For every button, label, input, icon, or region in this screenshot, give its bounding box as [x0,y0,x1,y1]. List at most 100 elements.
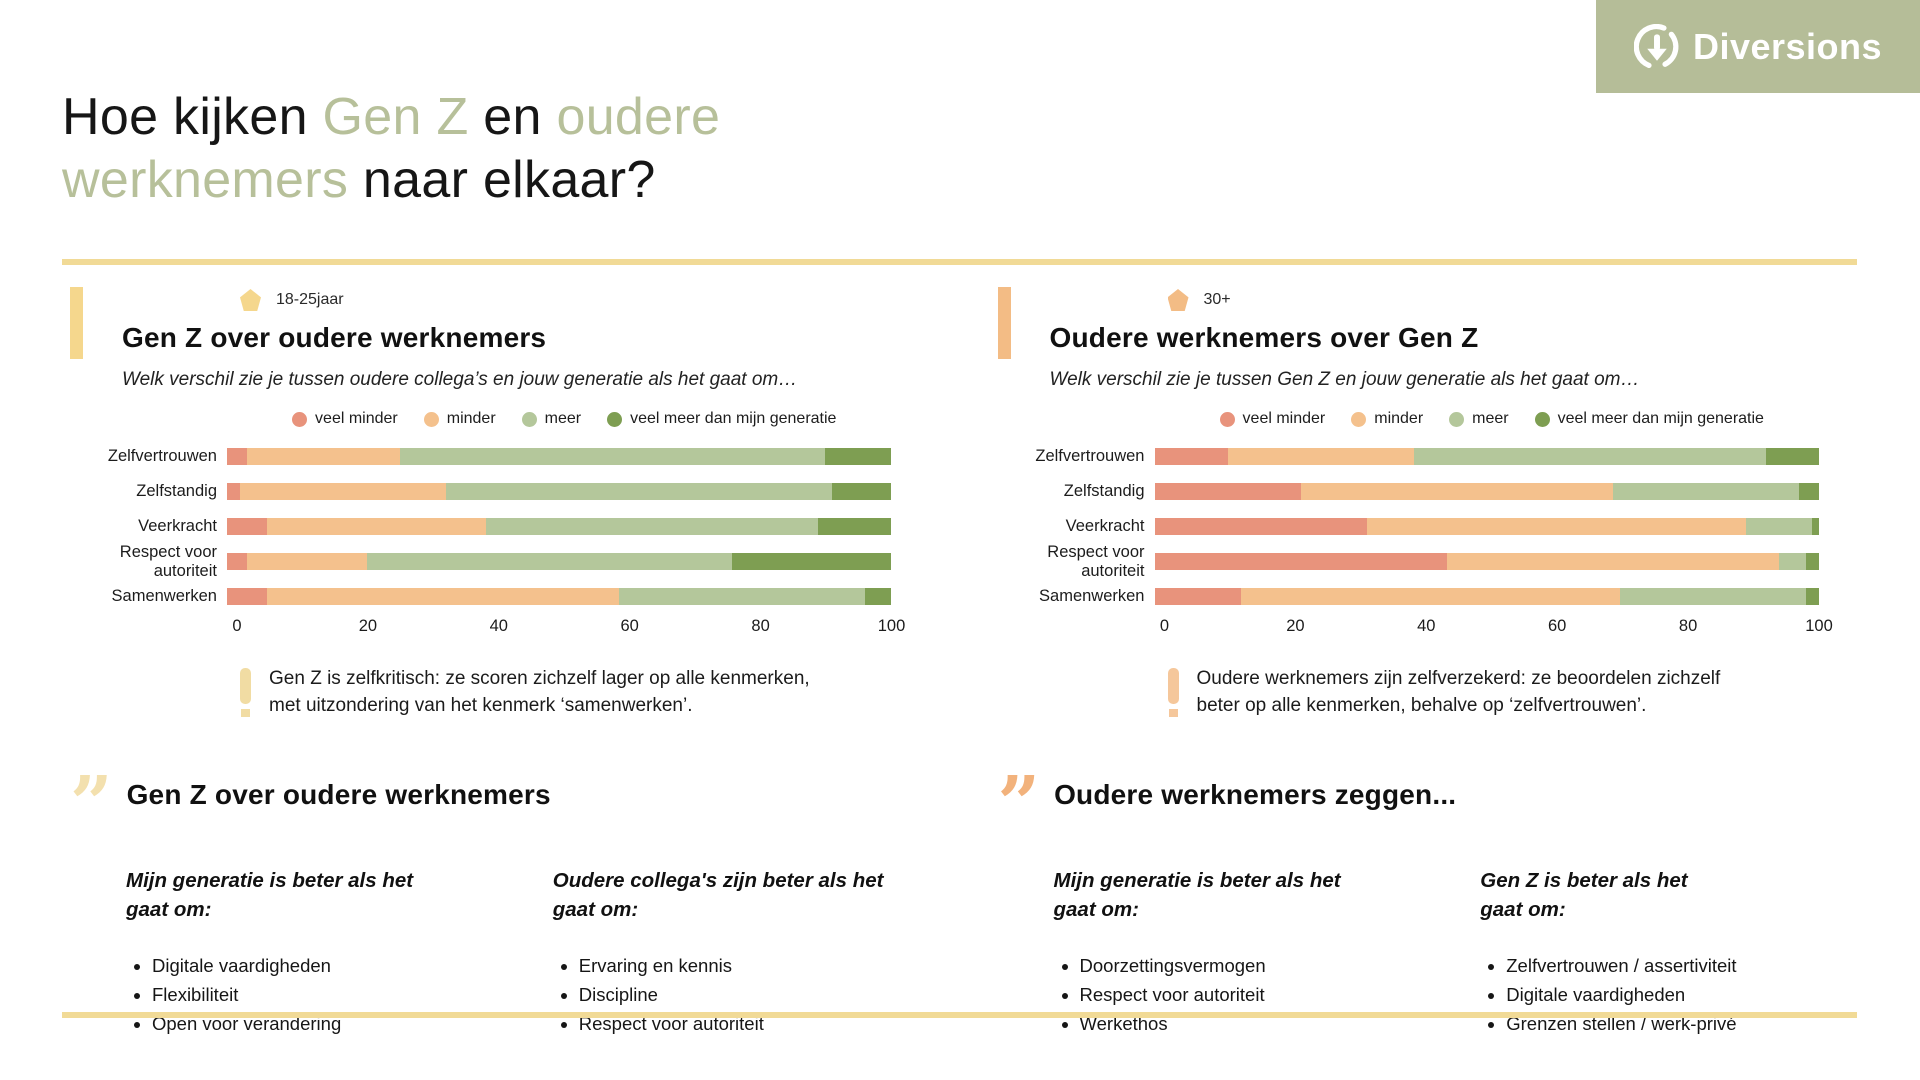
list-item: Grenzen stellen / werk-privé [1506,1013,1857,1035]
legend-dot-icon [292,411,308,427]
bullet-list: Doorzettingsvermogen Respect voor autorit… [1054,955,1431,1035]
bar-segment-veel-minder [227,448,247,465]
bar-track [1154,588,1820,605]
legend-dot-icon [1219,411,1235,427]
axis-tick-label: 80 [1678,617,1698,635]
legend-item: minder [423,410,496,428]
bar-segment-meer [366,553,732,570]
list-item: Open voor verandering [152,1013,503,1035]
bar-segment-minder [1300,483,1613,500]
quote-header: ” Oudere werknemers zeggen... [998,767,1858,842]
bar-segment-meer [1613,483,1800,500]
legend-label: meer [1472,410,1509,427]
exclamation-icon [1167,666,1179,717]
quote-columns: Mijn generatie is beter als het gaat om:… [1054,866,1858,1042]
legend-label: meer [544,410,582,427]
list-item: Werkethos [1080,1013,1431,1035]
bullet-list: Zelfvertrouwen / assertiviteit Digitale v… [1480,955,1857,1035]
chart-title: Oudere werknemers over Gen Z [1049,322,1479,353]
bar-segment-meer [446,483,832,500]
chart-row: Respect voor autoriteit [990,542,1858,580]
list-item: Zelfvertrouwen / assertiviteit [1506,955,1857,977]
column-heading: Gen Z is beter als het gaat om: [1480,868,1688,922]
bar-segment-veel-minder [227,553,247,570]
axis-tick-label: 0 [232,617,242,635]
bar-segment-veel-meer-dan-mijn-generatie [1799,483,1819,500]
legend-dot-icon [607,411,623,427]
category-label: Respect voor autoriteit [1047,542,1145,580]
bottom-divider [62,1012,1857,1018]
bar-track [1154,448,1820,465]
insight-note-text: Gen Z is zelfkritisch: ze scoren zichzel… [269,668,810,716]
chart-row: Veerkracht [62,509,930,544]
legend-label: veel meer dan mijn generatie [630,410,837,427]
list-item: Digitale vaardigheden [1506,984,1857,1006]
bar-segment-minder [246,553,367,570]
accent-bar [997,287,1011,359]
legend-label: minder [446,410,496,427]
bar-track [1154,553,1820,570]
bar-segment-veel-meer-dan-mijn-generatie [818,518,892,535]
category-label: Zelfvertrouwen [1035,447,1145,465]
bar-segment-veel-minder [1154,448,1228,465]
legend-dot-icon [1351,411,1367,427]
bar-segment-minder [1446,553,1780,570]
category-label: Zelfstandig [1063,482,1145,500]
chart-row: Samenwerken [62,579,930,614]
bar-segment-veel-meer-dan-mijn-generatie [1805,553,1819,570]
bar-segment-meer [1745,518,1813,535]
chart-rows: Zelfvertrouwen Zelfstandig Veerkracht Respe… [990,439,1858,614]
legend-dot-icon [1449,411,1465,427]
bar-segment-veel-minder [227,588,267,605]
axis-tick-label: 20 [1286,617,1305,635]
axis-tick-label: 20 [358,617,378,635]
chart-row: Samenwerken [990,579,1858,614]
exclamation-dot [1168,709,1178,717]
insight-note: Oudere werknemers zijn zelfverzekerd: ze… [1167,666,1858,719]
bar-track [227,518,892,535]
panel-header: 18-25jaar Gen Z over oudere werknemers W… [122,287,930,391]
bar-track [227,588,892,605]
chart-title: Gen Z over oudere werknemers [122,322,547,353]
category-label: Veerkracht [138,517,217,535]
legend-item: veel minder [1219,410,1326,428]
insight-note: Gen Z is zelfkritisch: ze scoren zichzel… [240,666,930,719]
bar-segment-veel-minder [1154,588,1241,605]
axis-tick-label: 100 [1805,617,1833,635]
bar-segment-veel-meer-dan-mijn-generatie [864,588,892,605]
title-part-highlight: oudere [556,88,721,146]
axis-tick-label: 80 [751,617,770,635]
bar-segment-minder [246,448,400,465]
chart-axis: 0 20 40 60 80 100 [1160,617,1833,641]
panel-genz: 18-25jaar Gen Z over oudere werknemers W… [62,287,930,1042]
bar-segment-meer [1619,588,1806,605]
chart-subtitle: Welk verschil zie je tussen oudere colle… [122,369,798,390]
page-title: Hoe kijken Gen Z en oudere werknemers na… [62,86,720,213]
exclamation-icon [240,666,251,717]
chart-legend: veel minder minder meer veel meer dan mi… [1165,410,1820,428]
quote-column: Oudere collega's zijn beter als het gaat… [553,866,930,1042]
chart-row: Zelfvertrouwen [62,439,930,474]
column-heading: Oudere collega's zijn beter als het gaat… [552,868,884,922]
diversions-logo-icon [1633,23,1679,68]
category-label: Zelfvertrouwen [107,447,217,465]
quote-section: ” Oudere werknemers zeggen... Mijn gener… [990,767,1858,1042]
category-label: Veerkracht [1065,517,1145,535]
age-tag-label: 30+ [1203,291,1231,308]
column-heading: Mijn generatie is beter als het gaat om: [126,868,414,922]
column-heading: Mijn generatie is beter als het gaat om: [1053,868,1341,922]
exclamation-dot [241,709,250,717]
legend-item: veel meer dan mijn generatie [1534,410,1764,428]
age-tag: 30+ [1167,287,1858,313]
legend-label: veel minder [1242,410,1326,427]
brand-name: Diversions [1692,25,1883,67]
bar-segment-veel-meer-dan-mijn-generatie [1812,518,1819,535]
exclamation-bar [1167,668,1179,704]
title-part: Hoe kijken [62,88,323,146]
legend-item: minder [1351,410,1423,428]
chart-subtitle: Welk verschil zie je tussen Gen Z en jou… [1049,369,1640,390]
chart-legend: veel minder minder meer veel meer dan mi… [237,410,892,428]
insight-note-text: Oudere werknemers zijn zelfverzekerd: ze… [1196,668,1721,716]
bar-segment-veel-meer-dan-mijn-generatie [732,553,892,570]
